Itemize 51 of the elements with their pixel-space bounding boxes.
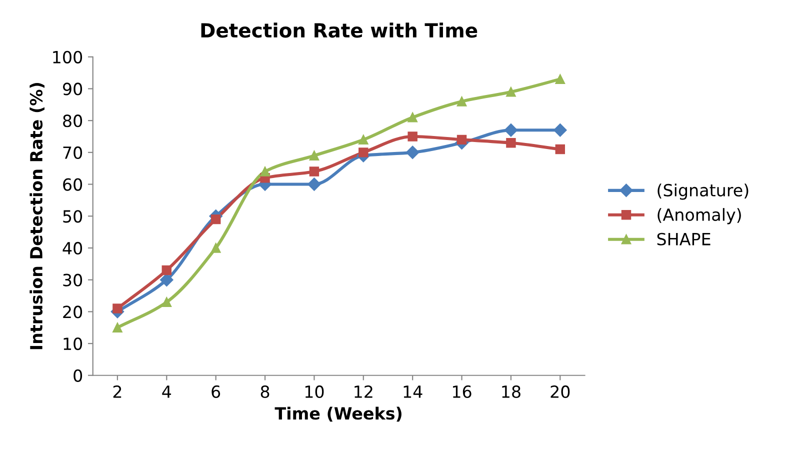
y-tick-label: 20 bbox=[63, 306, 82, 318]
x-tick-label: 10 bbox=[305, 385, 324, 398]
y-tick-label: 0 bbox=[74, 369, 82, 382]
point bbox=[555, 74, 566, 84]
x-tick-label: 18 bbox=[502, 385, 520, 398]
point bbox=[554, 124, 567, 137]
point bbox=[162, 265, 172, 276]
point bbox=[112, 304, 122, 314]
point bbox=[309, 166, 320, 176]
point bbox=[456, 134, 467, 145]
point bbox=[406, 146, 420, 160]
point bbox=[408, 132, 418, 142]
y-axis-title: Intrusion Detection Rate (%) bbox=[30, 83, 45, 350]
x-tick-label: 14 bbox=[404, 386, 422, 398]
point bbox=[408, 112, 418, 122]
point bbox=[260, 166, 270, 176]
point bbox=[308, 178, 321, 191]
y-tick-label: 80 bbox=[63, 114, 82, 128]
x-tick-label: 16 bbox=[453, 385, 472, 398]
x-tick-label: 12 bbox=[354, 385, 372, 398]
y-tick-label: 10 bbox=[64, 337, 82, 350]
y-tick-label: 60 bbox=[63, 178, 82, 191]
point bbox=[112, 322, 122, 332]
x-tick-label: 20 bbox=[550, 385, 570, 398]
legend-label: (Anomaly) bbox=[658, 208, 741, 224]
point bbox=[555, 144, 566, 154]
y-tick-label: 30 bbox=[63, 274, 82, 286]
y-tick-label: 70 bbox=[63, 146, 82, 159]
point bbox=[210, 214, 221, 224]
x-tick-label: 8 bbox=[260, 385, 270, 398]
x-tick-label: 2 bbox=[113, 385, 122, 398]
x-tick-label: 6 bbox=[212, 385, 220, 398]
point bbox=[160, 273, 174, 286]
point bbox=[309, 150, 320, 160]
y-tick-label: 50 bbox=[63, 210, 82, 223]
y-tick-label: 90 bbox=[62, 82, 82, 96]
point bbox=[358, 134, 368, 145]
point bbox=[358, 148, 368, 158]
y-tick-label: 40 bbox=[62, 242, 82, 255]
legend-label: SHAPE bbox=[657, 232, 710, 246]
x-axis-title: Time (Weeks) bbox=[274, 406, 402, 422]
point bbox=[456, 96, 467, 106]
legend-label: (Signature) bbox=[658, 184, 748, 200]
point bbox=[162, 297, 172, 307]
point bbox=[506, 87, 516, 97]
point bbox=[506, 138, 516, 148]
x-tick-label: 4 bbox=[162, 386, 172, 398]
point bbox=[504, 124, 518, 137]
chart-title: Detection Rate with Time bbox=[201, 22, 478, 38]
y-tick-label: 100 bbox=[53, 50, 82, 64]
point bbox=[210, 243, 221, 253]
